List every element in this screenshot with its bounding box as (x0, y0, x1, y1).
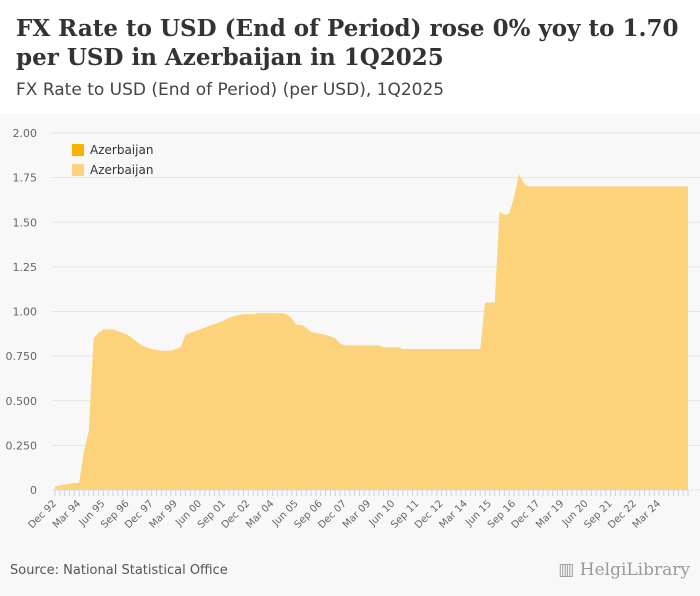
area-chart: 00.2500.5000.7501.001.251.501.752.00Dec … (6, 127, 700, 531)
legend-label: Azerbaijan (90, 143, 154, 157)
y-tick-label: 0.500 (6, 395, 38, 408)
legend-item[interactable]: Azerbaijan (72, 140, 153, 160)
y-tick-label: 0 (30, 484, 37, 497)
y-tick-label: 1.75 (13, 172, 38, 185)
y-tick-label: 2.00 (13, 127, 38, 140)
logo-text: HelgiLibrary (579, 560, 690, 580)
legend-label: Azerbaijan (90, 163, 154, 177)
y-tick-label: 1.25 (13, 261, 38, 274)
legend-swatch (72, 164, 84, 176)
header: FX Rate to USD (End of Period) rose 0% y… (0, 0, 700, 114)
area-series-azerbaijan (55, 174, 688, 490)
chart-subtitle: FX Rate to USD (End of Period) (per USD)… (16, 80, 445, 100)
page-title: FX Rate to USD (End of Period) rose 0% y… (16, 15, 679, 71)
y-tick-label: 0.750 (6, 350, 38, 363)
source-note: Source: National Statistical Office (10, 563, 228, 578)
y-tick-label: 0.250 (6, 439, 38, 452)
y-tick-label: 1.50 (13, 216, 38, 229)
y-tick-label: 1.00 (13, 306, 38, 319)
helgilibrary-logo[interactable]: ▥ HelgiLibrary (558, 560, 690, 580)
legend: Azerbaijan Azerbaijan (72, 140, 153, 180)
legend-item[interactable]: Azerbaijan (72, 160, 153, 180)
legend-swatch (72, 144, 84, 156)
